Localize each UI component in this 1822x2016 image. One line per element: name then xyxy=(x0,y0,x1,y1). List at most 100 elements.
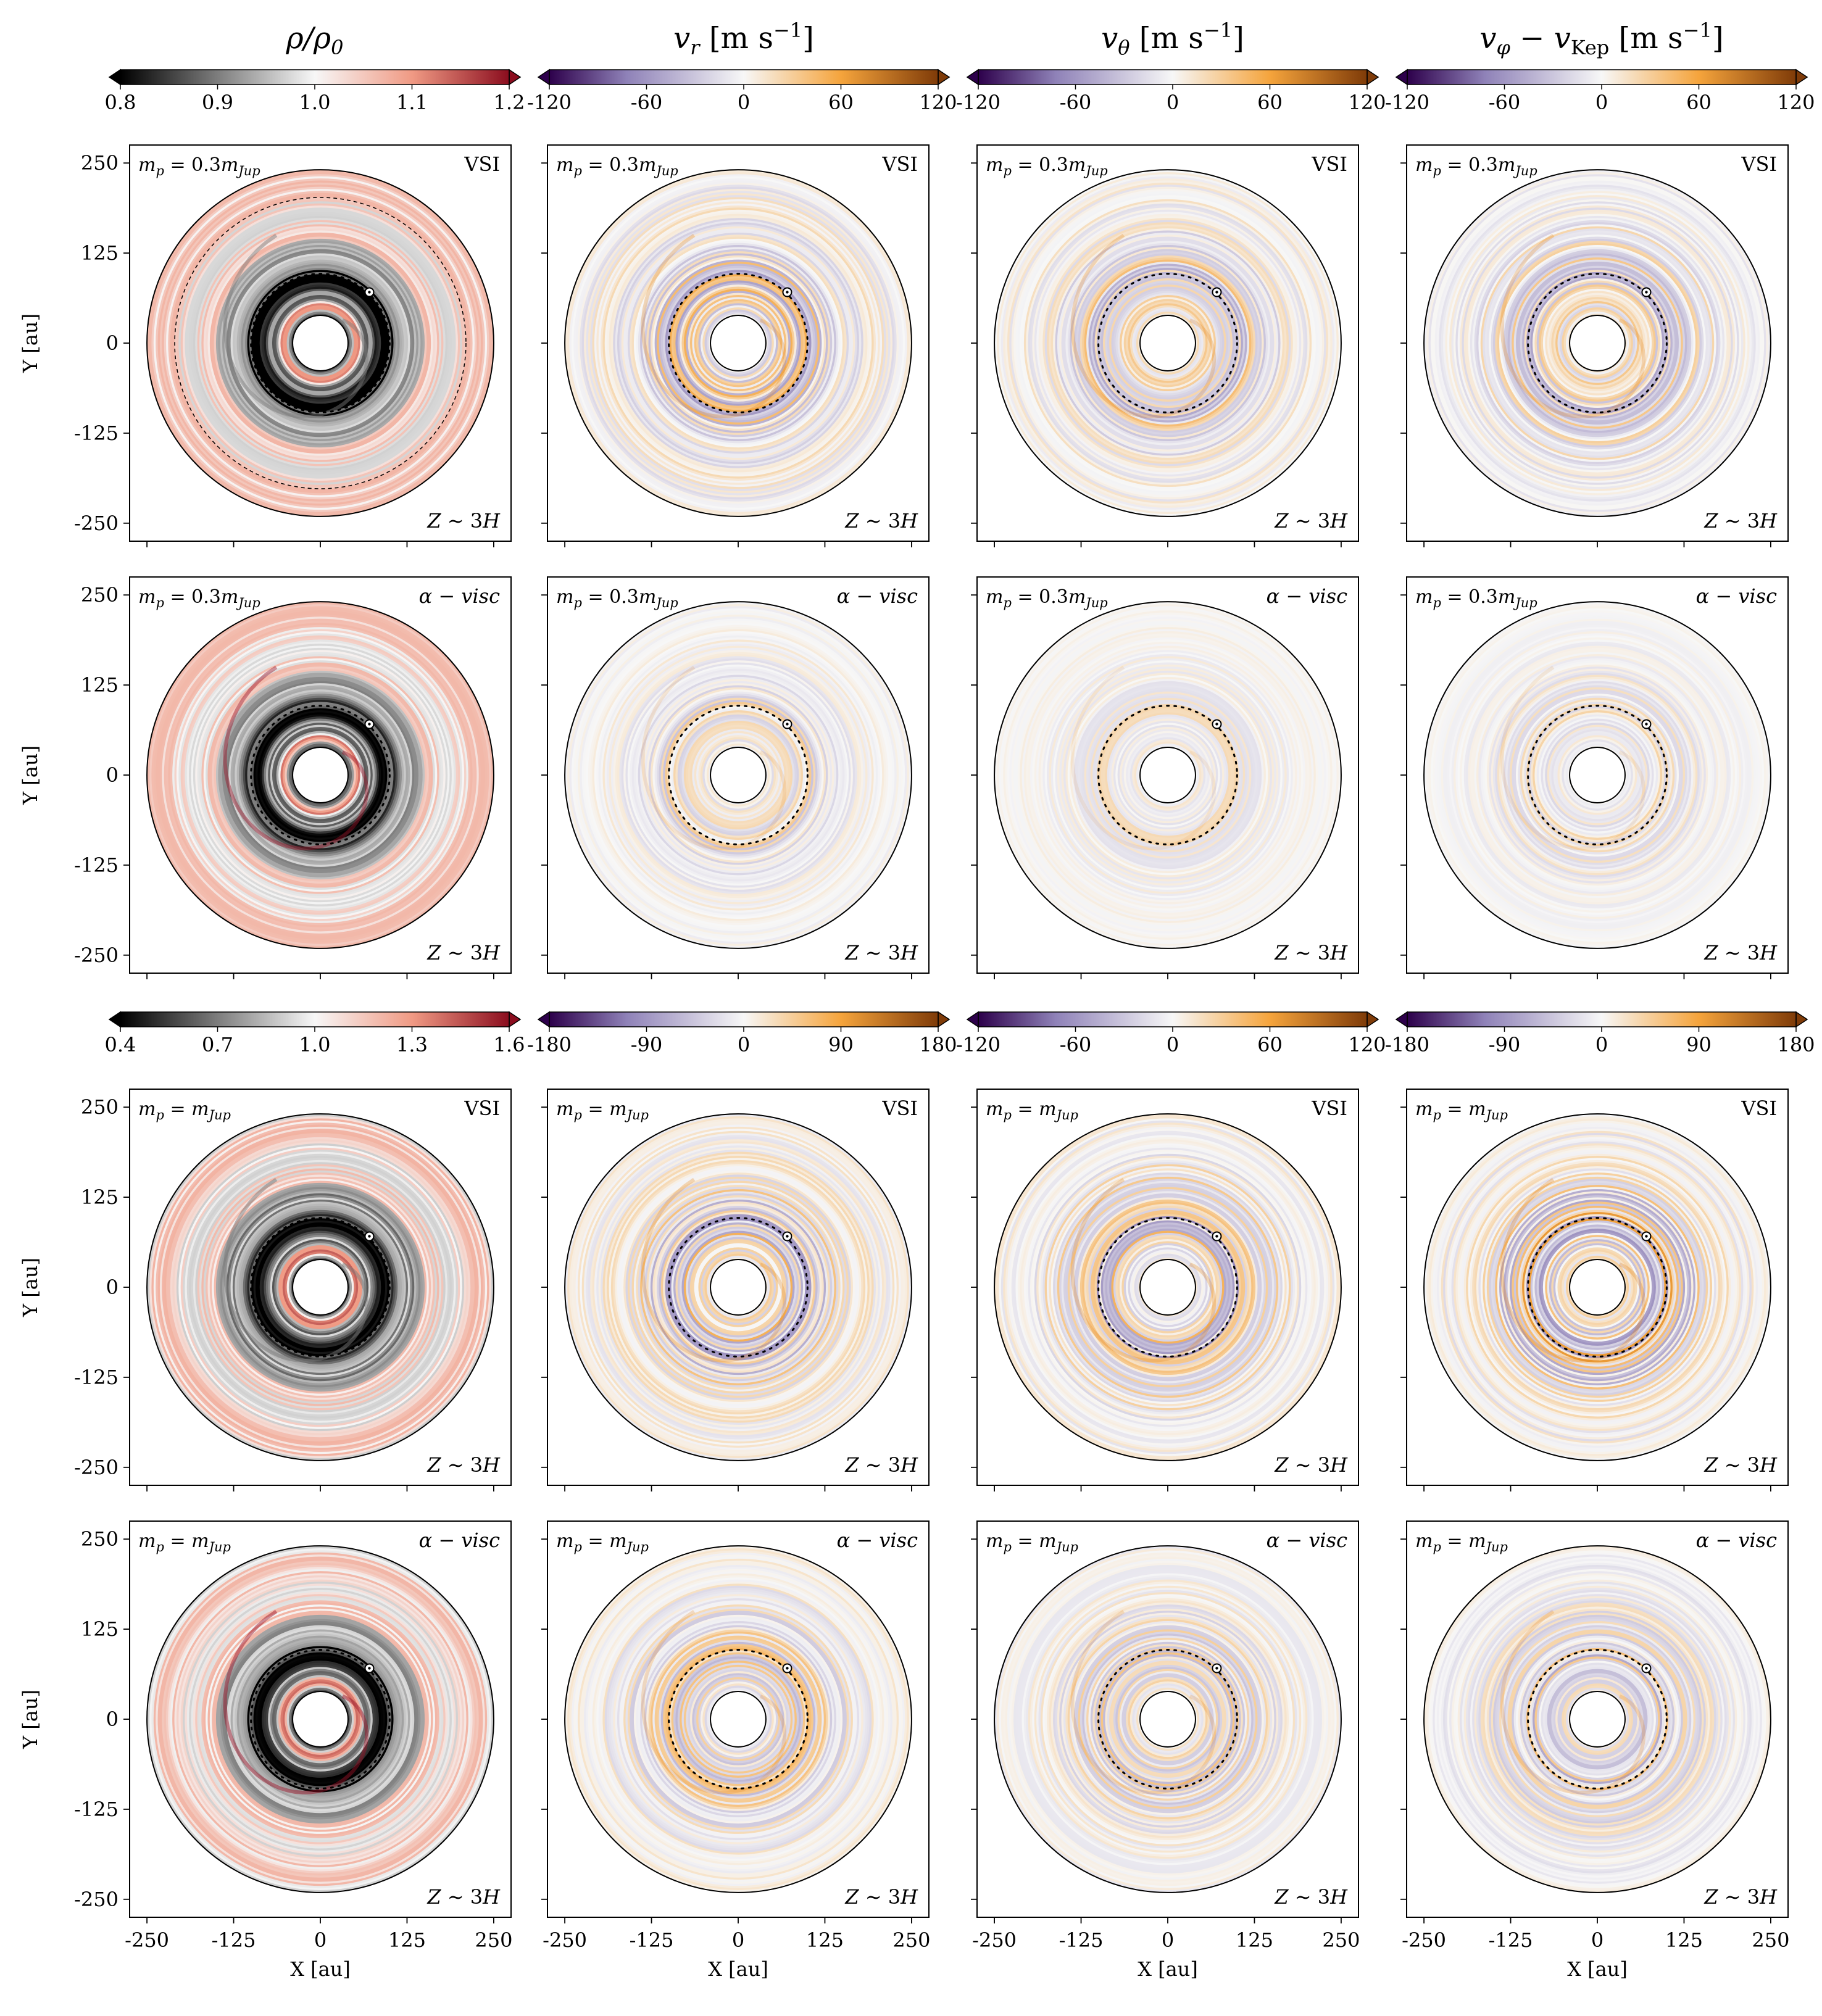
disk-ring xyxy=(1131,1250,1205,1324)
disk-ring xyxy=(1079,1630,1257,1808)
disk-ring xyxy=(1554,732,1641,818)
disk-ring xyxy=(223,678,417,872)
planet-marker-dot xyxy=(1645,291,1648,294)
disk-ring xyxy=(201,1168,440,1407)
disk-ring xyxy=(628,233,848,453)
disk-ring xyxy=(1044,219,1292,467)
disk-ring xyxy=(1060,236,1275,450)
disk-ring xyxy=(1450,1140,1744,1434)
disk-ring xyxy=(252,1651,388,1787)
disk-ring xyxy=(643,1624,833,1814)
disk-ring xyxy=(670,1651,806,1787)
disk-ring xyxy=(652,689,825,861)
disk-ring xyxy=(1104,711,1231,839)
disk-ring xyxy=(277,732,364,818)
disk-ring xyxy=(1458,1580,1736,1858)
disk-ring xyxy=(639,244,838,442)
disk-ring xyxy=(697,302,779,384)
disk-ring xyxy=(693,1674,783,1764)
disk-ring xyxy=(1457,202,1738,484)
disk-ring xyxy=(1465,642,1730,908)
planet-mass-label: mp = 0.3mJup xyxy=(986,586,1108,610)
disk-ring xyxy=(1537,715,1657,835)
disk-ring xyxy=(683,1232,794,1343)
disk-ring xyxy=(1531,709,1663,841)
disk-ring xyxy=(1108,1659,1228,1779)
disk-ring xyxy=(1065,1184,1271,1390)
disk-ring xyxy=(254,1653,386,1785)
panel-r2-c3: mp = 0.3mJup α − visc Z ∼ 3H xyxy=(971,576,1359,979)
disk-ring xyxy=(1129,1680,1207,1758)
disk-ring xyxy=(1017,624,1319,926)
disk-ring xyxy=(254,277,386,409)
disk-ring xyxy=(705,1686,771,1752)
disk-ring xyxy=(572,609,904,941)
disk-ring xyxy=(1033,1585,1302,1854)
colorbar-tick-label: 0.4 xyxy=(105,1033,136,1056)
disk-ring xyxy=(252,275,388,411)
disk-ring xyxy=(1528,273,1667,413)
planet-marker-dot xyxy=(368,1235,371,1238)
disk-ring xyxy=(1486,1176,1709,1399)
disk-ring xyxy=(234,1633,407,1806)
disk-ring xyxy=(1068,1188,1267,1387)
disk-ring xyxy=(163,186,478,500)
disk-ring xyxy=(1023,1574,1313,1864)
disk-ring xyxy=(196,1595,444,1843)
disk-ring xyxy=(204,1603,436,1835)
disk-ring xyxy=(1106,713,1229,837)
disk-ring xyxy=(1425,171,1770,515)
disk-ring xyxy=(608,1589,868,1849)
disk-ring xyxy=(581,1130,896,1445)
disk-ring xyxy=(1540,718,1655,832)
disk-ring xyxy=(236,691,405,860)
x-tick-label: 0 xyxy=(1162,1928,1174,1952)
disk-ring xyxy=(1106,1226,1229,1349)
disk-ring xyxy=(1058,1609,1278,1829)
disk-ring xyxy=(1085,1636,1250,1802)
disk-ring xyxy=(1567,1689,1628,1749)
disk-ring xyxy=(1479,1601,1715,1837)
disk-ring xyxy=(1052,659,1284,891)
disk-ring xyxy=(616,221,860,465)
disk-ring xyxy=(572,1121,904,1453)
disk-ring xyxy=(1431,1553,1763,1885)
y-tick-label: 0 xyxy=(106,331,119,355)
disk-ring xyxy=(599,636,877,914)
disk-ring xyxy=(1560,738,1634,812)
disk-ring xyxy=(1523,1645,1671,1793)
outer-boundary xyxy=(564,1113,912,1461)
disk-ring xyxy=(1455,633,1740,918)
disk-ring xyxy=(1490,668,1705,882)
disk-ring xyxy=(1112,288,1223,399)
disk-ring xyxy=(267,1234,373,1340)
disk-ring xyxy=(163,618,478,932)
disk-ring xyxy=(672,1653,804,1785)
height-label: Z ∼ 3H xyxy=(426,1453,501,1477)
y-axis-label: Y [au] xyxy=(19,1258,42,1317)
disk-ring xyxy=(583,1132,894,1443)
disk-ring xyxy=(581,186,896,500)
disk-ring xyxy=(178,201,463,486)
colorbar-gradient xyxy=(120,70,509,85)
disk-ring xyxy=(1077,1197,1258,1378)
disk-ring xyxy=(181,1580,459,1858)
disk-ring xyxy=(1025,1145,1310,1430)
disk-ring xyxy=(570,607,906,943)
spiral-arm xyxy=(641,1177,787,1363)
disk-ring xyxy=(1094,269,1242,417)
disk-ring xyxy=(246,701,394,849)
disk-ring xyxy=(281,736,359,814)
planet-marker-dot xyxy=(786,1667,789,1670)
planet-marker-dot xyxy=(786,723,789,726)
model-label: α − visc xyxy=(419,584,501,608)
disk-ring xyxy=(705,742,771,808)
disk-ring xyxy=(1123,730,1213,820)
disk-ring xyxy=(1052,227,1284,459)
disk-ring xyxy=(1127,734,1208,816)
disk-ring xyxy=(194,1593,446,1845)
disk-ring xyxy=(689,726,788,824)
disk-ring xyxy=(683,720,794,831)
disk-ring xyxy=(1458,1148,1736,1426)
disk-ring xyxy=(1440,1562,1755,1877)
